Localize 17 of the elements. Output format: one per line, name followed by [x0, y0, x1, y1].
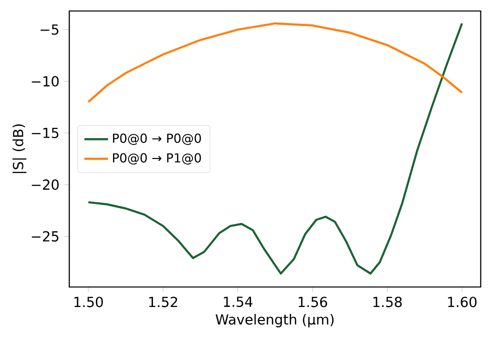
x-tick-label: 1.56 — [298, 296, 328, 308]
legend-label: P0@0 → P0@0 — [113, 134, 201, 145]
y-tick-label: −5 — [40, 24, 58, 35]
line-series — [87, 22, 464, 275]
y-tick-label: −10 — [32, 76, 59, 87]
y-tick-label: −15 — [32, 128, 58, 138]
y-tick-label: −20 — [32, 179, 59, 190]
x-axis-title: Wavelength (µm) — [216, 314, 334, 328]
x-tick-label: 1.54 — [224, 296, 252, 308]
y-axis-title: |S| (dB) — [12, 124, 26, 174]
line-series — [87, 22, 464, 104]
x-tick-label: 1.52 — [149, 296, 178, 308]
x-tick-label: 1.50 — [74, 296, 103, 308]
legend-label: P0@0 → P1@0 — [113, 153, 201, 165]
x-tick-label: 1.58 — [373, 296, 402, 308]
y-tick-label: −25 — [32, 231, 58, 242]
x-tick-label: 1.60 — [448, 296, 477, 308]
